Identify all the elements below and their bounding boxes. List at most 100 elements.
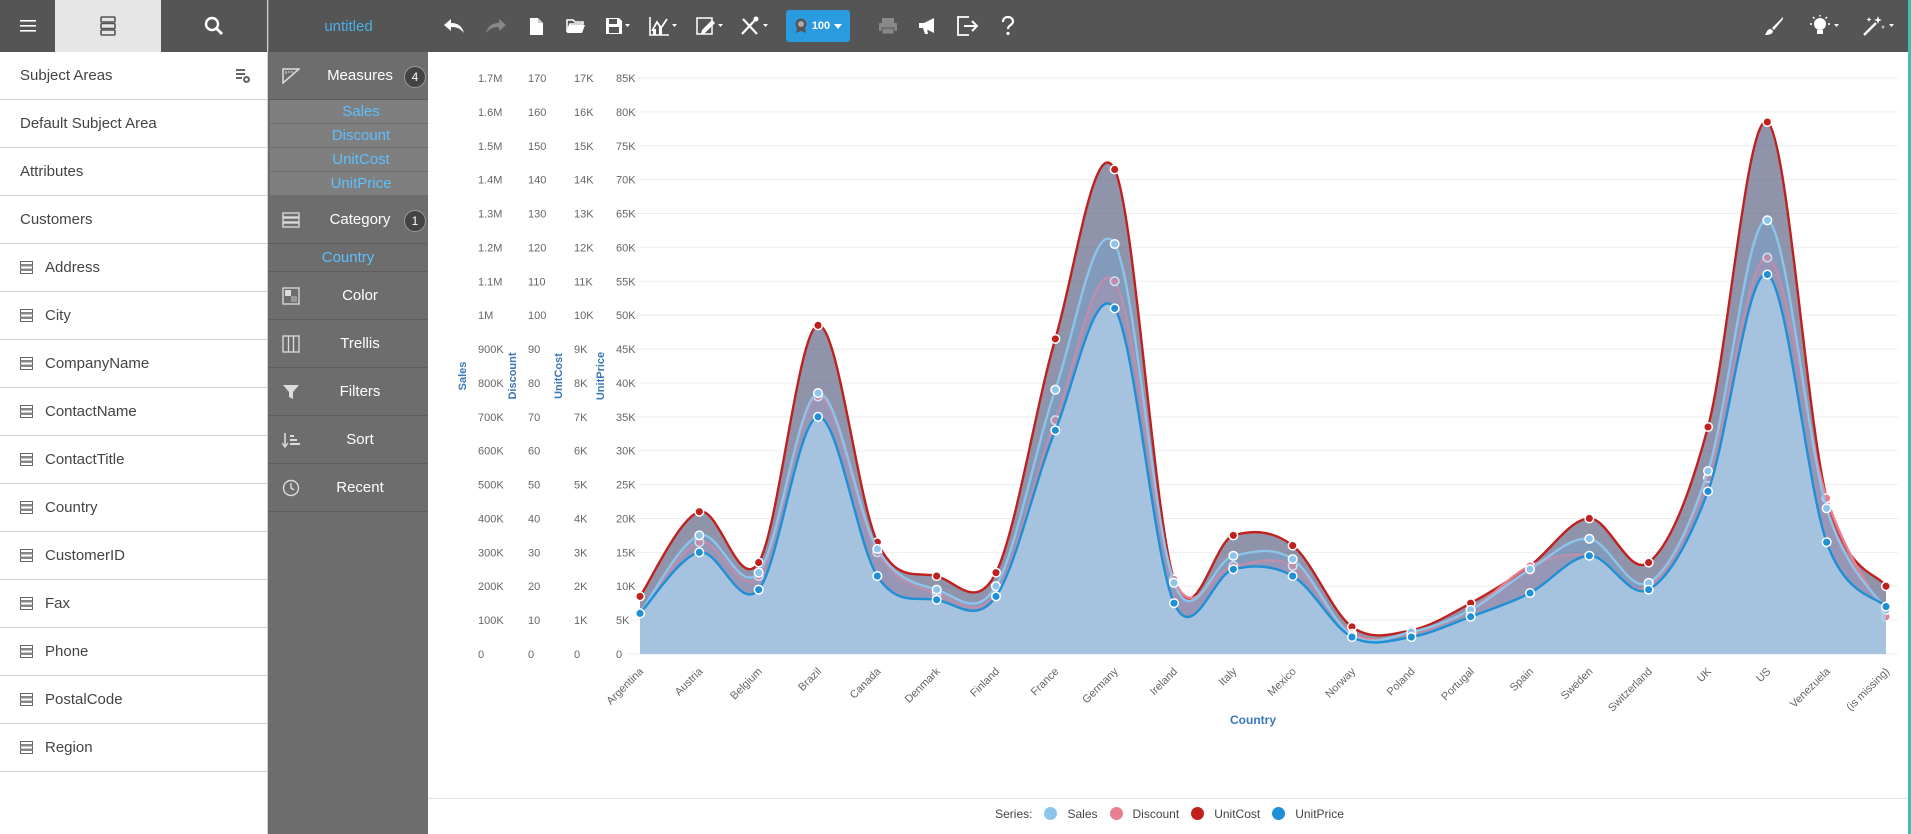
legend-label-discount[interactable]: Discount [1132, 806, 1180, 821]
open-button[interactable] [556, 0, 596, 52]
tools-button[interactable] [732, 0, 778, 52]
undo-button[interactable] [432, 0, 476, 52]
sidebar-item-country[interactable]: Country [0, 484, 267, 532]
legend-swatch-unitcost[interactable] [1191, 807, 1205, 820]
x-tick-label: Italy [1217, 665, 1240, 688]
category-item-country[interactable]: Country [268, 244, 428, 272]
sidebar-item-city[interactable]: City [0, 292, 267, 340]
y-tick-label-unitcost: 7K [574, 412, 588, 424]
y-tick-label-sales: 300K [478, 547, 504, 559]
sidebar-item-phone[interactable]: Phone [0, 628, 267, 676]
magic-button[interactable] [1853, 0, 1905, 52]
help-button[interactable] [988, 0, 1028, 52]
format-brush-button[interactable] [1753, 0, 1795, 52]
legend-swatch-unitprice[interactable] [1272, 807, 1286, 820]
sidebar-item-postalcode[interactable]: PostalCode [0, 676, 267, 724]
window-edge [1908, 0, 1911, 834]
y-tick-label-discount: 150 [528, 141, 546, 153]
menu-icon [19, 20, 36, 32]
y-tick-label-unitprice: 15K [616, 547, 636, 559]
data-point-unitprice [1346, 632, 1358, 643]
measures-label: Measures [327, 67, 393, 84]
data-point-unitprice [812, 411, 824, 422]
y-tick-label-sales: 1.5M [478, 141, 502, 153]
sidebar-item-companyname[interactable]: CompanyName [0, 340, 267, 388]
redo-button[interactable] [476, 0, 516, 52]
open-folder-icon [566, 19, 585, 33]
legend-label-sales[interactable]: Sales [1067, 806, 1098, 821]
search-button[interactable] [161, 0, 267, 52]
y-tick-label-sales: 1.1M [478, 276, 502, 288]
measures-section[interactable]: Measures 4 [268, 52, 428, 100]
new-file-icon [529, 17, 543, 35]
filters-section[interactable]: Filters [268, 368, 428, 416]
document-title[interactable]: untitled [268, 0, 428, 52]
sidebar-item-contactname[interactable]: ContactName [0, 388, 267, 436]
legend-swatch-sales[interactable] [1044, 807, 1058, 820]
sort-section[interactable]: Sort [268, 416, 428, 464]
sidebar-item-address[interactable]: Address [0, 244, 267, 292]
y-tick-label-sales: 700K [478, 412, 504, 424]
sidebar-item-label: CompanyName [45, 355, 150, 372]
chevron-down-icon [834, 23, 843, 29]
sidebar-item-fax[interactable]: Fax [0, 580, 267, 628]
sidebar-item-region[interactable]: Region [0, 724, 267, 772]
sort-icon [282, 432, 302, 448]
measure-item-unitcost[interactable]: UnitCost [270, 148, 452, 172]
chart-type-button[interactable] [640, 0, 688, 52]
sidebar-item-customerid[interactable]: CustomerID [0, 532, 267, 580]
y-tick-label-unitprice: 60K [616, 242, 636, 254]
data-point-unitcost [1762, 116, 1773, 128]
y-tick-label-unitprice: 35K [616, 412, 636, 424]
sidebar-item-attributes[interactable]: Attributes [0, 148, 267, 196]
category-section[interactable]: Category 1 [268, 196, 428, 244]
color-section[interactable]: Color [268, 272, 428, 320]
gear-icon[interactable] [235, 68, 251, 88]
y-tick-label-unitcost: 11K [574, 276, 593, 288]
area-fill-sales [640, 220, 1886, 654]
y-tick-label-discount: 20 [528, 581, 540, 593]
y-tick-label-unitprice: 30K [616, 446, 636, 458]
data-point-unitprice [931, 594, 942, 605]
sidebar-item-label: Country [45, 499, 98, 516]
data-point-unitprice [1524, 587, 1536, 599]
data-point-discount [1109, 276, 1120, 287]
legend-label-unitcost[interactable]: UnitCost [1214, 806, 1261, 821]
legend-swatch-discount[interactable] [1109, 807, 1123, 820]
x-tick-label: US [1754, 666, 1773, 685]
measure-item-discount[interactable]: Discount [270, 124, 452, 148]
y-tick-label-discount: 130 [528, 209, 546, 221]
undo-icon [444, 19, 464, 33]
y-tick-label-discount: 40 [528, 513, 540, 525]
y-tick-label-discount: 140 [528, 175, 546, 187]
sidebar-item-subject-areas[interactable]: Subject Areas [0, 52, 267, 100]
badge-button[interactable]: 100 [778, 0, 858, 52]
y-tick-label-unitcost: 14K [574, 175, 594, 187]
data-point-unitprice [753, 584, 764, 595]
sidebar-item-label: City [45, 307, 71, 324]
save-menu-button[interactable] [596, 0, 640, 52]
sidebar-item-customers[interactable]: Customers [0, 196, 267, 244]
export-button[interactable] [948, 0, 988, 52]
legend-label-unitprice[interactable]: UnitPrice [1295, 806, 1344, 821]
y-tick-label-discount: 30 [528, 547, 540, 559]
data-point-unitcost [1643, 557, 1654, 568]
y-tick-label-unitprice: 85K [616, 73, 636, 85]
edit-chart-button[interactable] [688, 0, 732, 52]
recent-section[interactable]: Recent [268, 464, 428, 512]
measure-item-sales[interactable]: Sales [270, 100, 452, 124]
new-document-button[interactable] [516, 0, 556, 52]
data-source-button[interactable] [55, 0, 161, 52]
insights-button[interactable] [1795, 0, 1853, 52]
print-button[interactable] [868, 0, 908, 52]
data-point-sales [1050, 384, 1061, 395]
announce-button[interactable] [908, 0, 948, 52]
area-chart[interactable]: 0 100K 200K 300K 400K 500K 600K 700K 800K 900K 1M 1… [428, 52, 1911, 798]
trellis-section[interactable]: Trellis [268, 320, 428, 368]
data-point-sales [1584, 533, 1595, 544]
sidebar-item-default-subject-area[interactable]: Default Subject Area [0, 100, 267, 148]
menu-button[interactable] [0, 0, 55, 52]
measure-item-unitprice[interactable]: UnitPrice [270, 172, 452, 196]
sidebar-item-contacttitle[interactable]: ContactTitle [0, 436, 267, 484]
measure-item-label: UnitPrice [330, 175, 392, 192]
